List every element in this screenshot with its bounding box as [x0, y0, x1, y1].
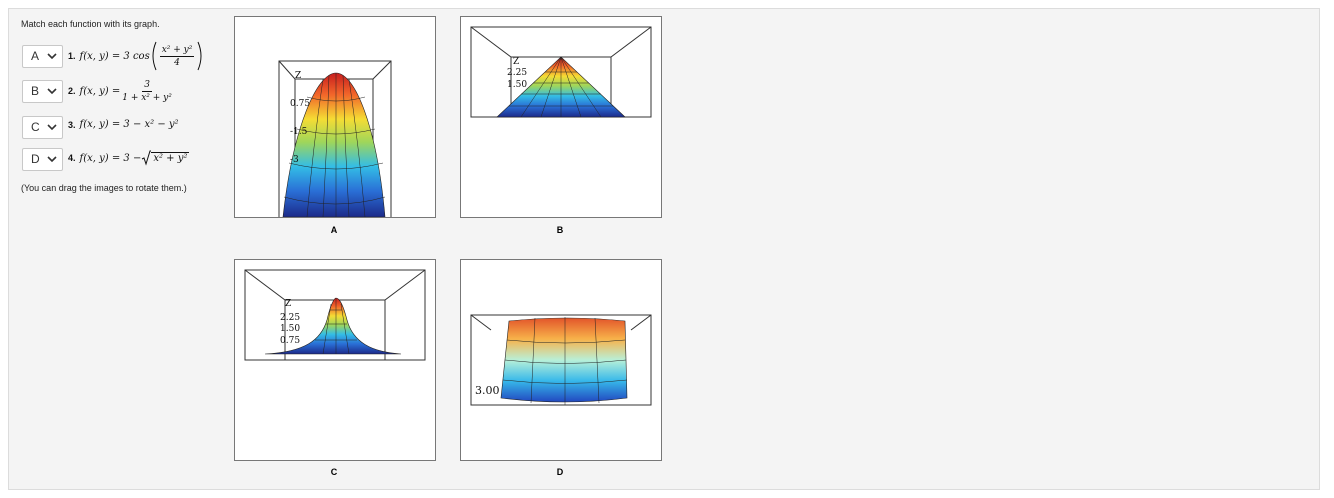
- axis-label: 0.75: [290, 99, 310, 109]
- selected-option: B: [31, 84, 40, 98]
- question-panel: Match each function with its graph. A 1.…: [8, 8, 1320, 490]
- graph-image[interactable]: Z 2.25 1.50: [460, 16, 662, 218]
- graph-label: A: [330, 225, 338, 235]
- numerator: x² + y²: [159, 44, 195, 57]
- denominator: 4: [174, 57, 180, 68]
- axis-label: 0.75: [280, 336, 300, 346]
- paren: [152, 41, 157, 71]
- graph-image[interactable]: 3.00: [460, 259, 662, 461]
- axis-label: 1.50: [507, 80, 527, 90]
- radical-sign: [142, 150, 152, 166]
- answer-select[interactable]: D: [22, 148, 63, 171]
- axis-label: Z: [285, 299, 291, 309]
- formula: f(x, y) = 3 cos: [79, 50, 150, 62]
- axis-label: 2.25: [280, 313, 300, 323]
- item-number: 3.: [68, 119, 76, 130]
- item-number: 4.: [68, 153, 76, 163]
- axis-label: Z: [295, 71, 301, 81]
- chevron: [47, 124, 57, 131]
- selected-option: C: [31, 120, 40, 134]
- selected-option: D: [31, 152, 40, 166]
- note: (You can drag the images to rotate them.…: [21, 183, 187, 193]
- surface-plot: Z 2.25 1.50 0.75: [244, 269, 426, 361]
- answer-select[interactable]: A: [22, 45, 63, 68]
- surface-plot: Z 2.25 1.50: [470, 26, 652, 118]
- item-number: 2.: [68, 86, 76, 96]
- radicand: x² + y²: [151, 152, 190, 164]
- axis-label: Z: [513, 57, 519, 67]
- denominator: 1 + x² + y²: [122, 92, 172, 103]
- numerator: 3: [142, 79, 152, 92]
- graph-label: C: [330, 467, 338, 477]
- chevron: [47, 53, 57, 60]
- axis-label: 2.25: [507, 68, 527, 78]
- surface-plot: 3.00: [470, 314, 652, 406]
- axis-label: -3: [290, 155, 299, 165]
- axis-label: 3.00: [475, 384, 500, 397]
- item-number: 1.: [68, 51, 76, 61]
- graph-label: B: [556, 225, 564, 235]
- formula: f(x, y) =: [79, 85, 121, 97]
- formula: f(x, y) = 3 − x² − y²: [79, 119, 179, 130]
- selected-option: A: [31, 49, 40, 63]
- chevron: [47, 156, 57, 163]
- chevron: [47, 88, 57, 95]
- answer-select[interactable]: C: [22, 116, 63, 139]
- graph-label: D: [556, 467, 564, 477]
- graph-image[interactable]: Z 2.25 1.50 0.75: [234, 259, 436, 461]
- axis-label: 1.50: [280, 324, 300, 334]
- axis-label: -1.5: [290, 127, 308, 137]
- surface-plot: Z 0.75 -1.5 -3: [278, 60, 392, 218]
- paren: [197, 41, 202, 71]
- graph-image[interactable]: Z 0.75 -1.5 -3: [234, 16, 436, 218]
- answer-select[interactable]: B: [22, 80, 63, 103]
- formula: f(x, y) = 3 −: [79, 152, 142, 164]
- instructions: Match each function with its graph.: [21, 19, 160, 29]
